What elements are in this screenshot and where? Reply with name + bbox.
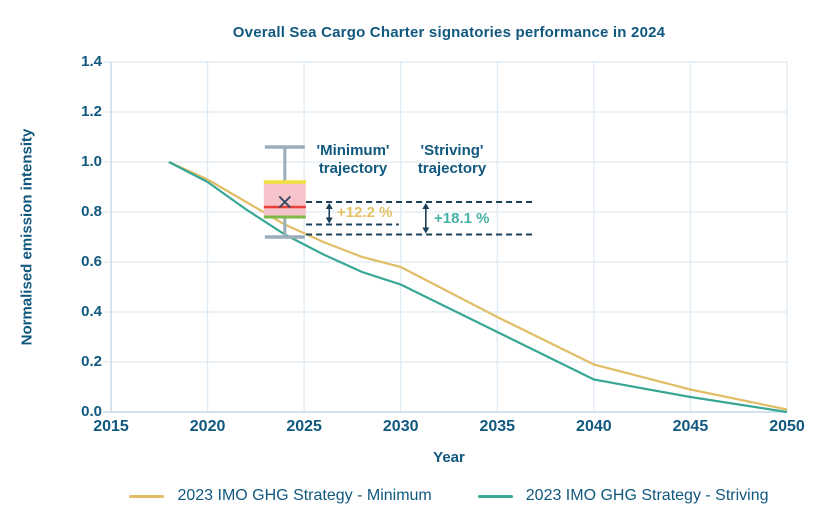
y-tick-label: 0.2 bbox=[81, 353, 102, 370]
x-axis-title: Year bbox=[433, 449, 465, 466]
x-tick-label: 2020 bbox=[189, 418, 226, 435]
striving-trajectory-line bbox=[168, 161, 788, 414]
box-iqr bbox=[263, 182, 306, 217]
legend-item-minimum: 2023 IMO GHG Strategy - Minimum bbox=[129, 487, 432, 505]
legend-label-striving: 2023 IMO GHG Strategy - Striving bbox=[525, 487, 769, 504]
minimum-trajectory-line bbox=[168, 160, 788, 411]
arrowhead-up bbox=[422, 203, 430, 209]
striving-trajectory-label: 'Striving' trajectory bbox=[417, 142, 487, 177]
minimum-trajectory-label: 'Minimum' trajectory bbox=[316, 142, 390, 177]
x-tick-label: 2035 bbox=[479, 418, 516, 435]
y-axis-title: Normalised emission intensity bbox=[18, 128, 36, 346]
x-tick-label: 2050 bbox=[769, 418, 805, 435]
pct-vs-striving-label: +18.1 % bbox=[434, 210, 490, 227]
legend-item-striving: 2023 IMO GHG Strategy - Striving bbox=[477, 487, 769, 505]
legend-label-minimum: 2023 IMO GHG Strategy - Minimum bbox=[177, 487, 432, 504]
box-mean-x-marker bbox=[278, 195, 292, 209]
x-tick-label: 2040 bbox=[576, 418, 612, 435]
y-tick-label: 1.0 bbox=[81, 153, 102, 170]
y-tick-label: 0.6 bbox=[81, 253, 102, 270]
x-tick-label: 2015 bbox=[93, 418, 129, 435]
pct-vs-minimum-label: +12.2 % bbox=[337, 204, 393, 221]
arrowhead-down bbox=[325, 217, 333, 224]
striving-line-swatch bbox=[477, 494, 513, 498]
y-tick-label: 0.8 bbox=[81, 203, 102, 220]
y-tick-label: 1.4 bbox=[81, 53, 102, 70]
y-tick-label: 1.2 bbox=[81, 103, 102, 120]
x-tick-label: 2030 bbox=[382, 418, 419, 435]
chart-title: Overall Sea Cargo Charter signatories pe… bbox=[232, 24, 666, 41]
arrowhead-down bbox=[422, 227, 430, 234]
x-tick-label: 2025 bbox=[286, 418, 322, 435]
x-tick-label: 2045 bbox=[672, 418, 709, 435]
y-tick-label: 0.0 bbox=[81, 403, 102, 420]
y-tick-label: 0.4 bbox=[81, 303, 102, 320]
minimum-line-swatch bbox=[129, 494, 165, 498]
arrowhead-up bbox=[325, 203, 333, 209]
legend: 2023 IMO GHG Strategy - Minimum 2023 IMO… bbox=[111, 487, 787, 505]
